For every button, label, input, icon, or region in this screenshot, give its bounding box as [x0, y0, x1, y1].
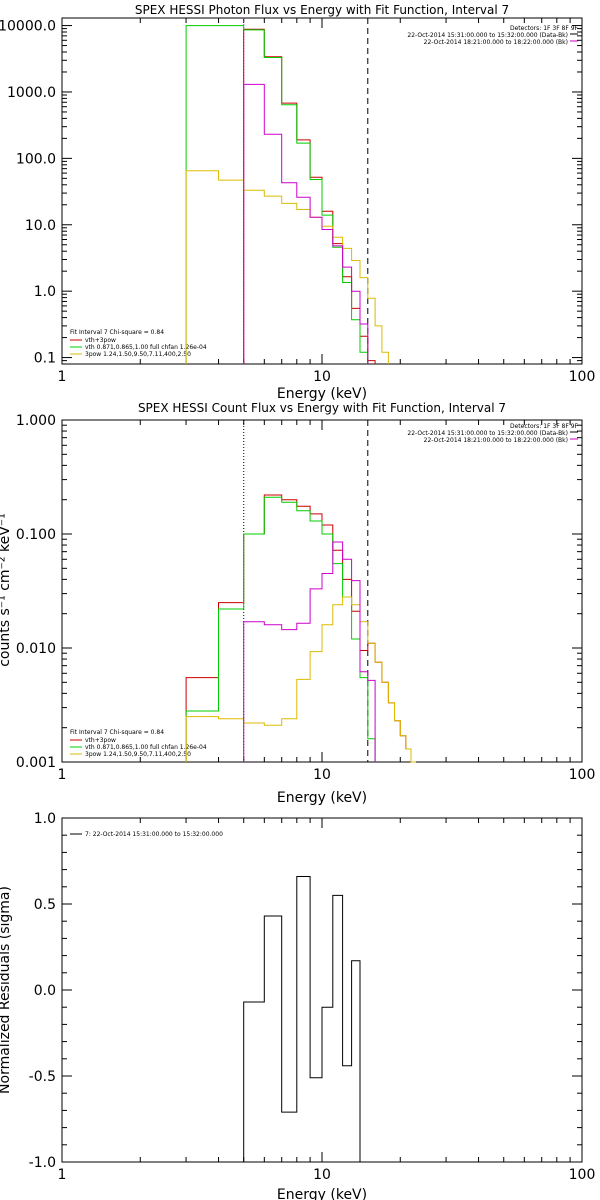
x-tick-label: 1	[58, 369, 67, 385]
y-tick-label: 1000.0	[7, 85, 56, 101]
count-flux-panel: SPEX HESSI Count Flux vs Energy with Fit…	[0, 401, 595, 806]
y-tick-label: 0.001	[16, 755, 56, 771]
legend-title: Fit Interval 7 Chi-square = 0.84	[70, 729, 164, 736]
legend-entry: vth+3pow	[85, 737, 116, 744]
legend-entry: vth 0.871,0.865,1.00 full chfan 1.26e-04	[85, 344, 207, 351]
x-tick-label: 10	[313, 1167, 331, 1183]
series-line	[185, 170, 389, 364]
x-axis-label: Energy (keV)	[277, 790, 367, 806]
y-tick-label: 0.5	[34, 897, 56, 913]
y-tick-label: 0.010	[16, 641, 56, 657]
series-line	[243, 876, 361, 1162]
x-tick-label: 100	[569, 1167, 596, 1183]
legend-entry: 7: 22-Oct-2014 15:31:00.000 to 15:32:00.…	[85, 831, 223, 838]
y-tick-label: 0.100	[16, 527, 56, 543]
header-line-detectors: Detectors: 1F 3F 8F 9F	[510, 423, 579, 430]
y-tick-label: 1.0	[34, 284, 56, 300]
chart-title: SPEX HESSI Count Flux vs Energy with Fit…	[138, 401, 506, 415]
y-tick-label: 1.0	[34, 811, 56, 827]
y-tick-label: 0.0	[34, 983, 56, 999]
series-line	[185, 596, 416, 763]
x-tick-label: 1	[58, 1167, 67, 1183]
header-line-data: 22-Oct-2014 15:31:00.000 to 15:32:00.000…	[407, 430, 568, 437]
series-line	[185, 496, 376, 762]
x-axis-label: Energy (keV)	[277, 386, 367, 402]
series-line	[243, 541, 376, 762]
x-axis-label: Energy (keV)	[277, 1187, 367, 1200]
series-line	[243, 28, 376, 364]
y-tick-label: 10000.0	[0, 19, 56, 35]
x-tick-label: 1	[58, 767, 67, 783]
legend-entry: 3pow 1.24,1.50,9.50,7.11,400,2.50	[85, 751, 191, 758]
header-line-bk: 22-Oct-2014 18:21:00.000 to 18:22:00.000…	[424, 437, 568, 444]
y-tick-label: 0.1	[34, 351, 56, 367]
y-tick-label: 100.0	[16, 151, 56, 167]
header-line-detectors: Detectors: 1F 3F 8F 9F	[510, 25, 579, 32]
x-tick-label: 100	[569, 767, 596, 783]
plot-frame	[61, 419, 583, 763]
y-tick-label: 1.000	[16, 413, 56, 429]
x-tick-label: 100	[569, 369, 596, 385]
y-axis-label: Normalized Residuals (sigma)	[0, 886, 13, 1094]
y-axis-label: counts s⁻¹ cm⁻² keV⁻¹	[0, 513, 13, 667]
y-tick-label: -1.0	[29, 1155, 56, 1171]
x-tick-label: 10	[313, 767, 331, 783]
header-line-data: 22-Oct-2014 15:31:00.000 to 15:32:00.000…	[407, 32, 568, 39]
legend-entry: 3pow 1.24,1.50,9.50,7.11,400,2.50	[85, 351, 191, 358]
plot-frame	[61, 817, 583, 1163]
y-tick-label: -0.5	[29, 1069, 56, 1085]
legend-entry: vth 0.871,0.865,1.00 full chfan 1.26e-04	[85, 744, 207, 751]
x-tick-label: 10	[313, 369, 331, 385]
chart-title: SPEX HESSI Photon Flux vs Energy with Fi…	[135, 3, 509, 17]
y-tick-label: 10.0	[25, 218, 56, 234]
residuals-panel: Energy (keV) Normalized Residuals (sigma…	[0, 811, 595, 1200]
series-line	[243, 83, 369, 364]
photon-flux-panel: SPEX HESSI Photon Flux vs Energy with Fi…	[0, 3, 595, 402]
legend-entry: vth+3pow	[85, 337, 116, 344]
series-line	[185, 494, 416, 763]
header-line-bk: 22-Oct-2014 18:21:00.000 to 18:22:00.000…	[424, 39, 568, 46]
series-line	[185, 25, 369, 364]
legend-title: Fit Interval 7 Chi-square = 0.84	[70, 329, 164, 336]
